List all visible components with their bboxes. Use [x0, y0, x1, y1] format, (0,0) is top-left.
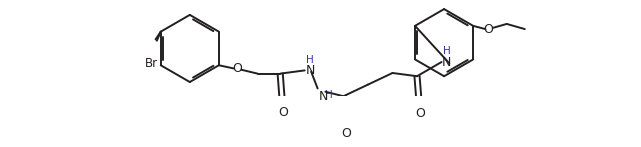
Text: O: O — [484, 23, 494, 36]
Text: H: H — [443, 46, 451, 56]
Text: N: N — [305, 64, 315, 77]
Text: O: O — [278, 106, 288, 119]
Text: O: O — [415, 107, 425, 120]
Text: O: O — [232, 62, 242, 75]
Text: N: N — [319, 90, 328, 103]
Text: Br: Br — [145, 57, 158, 70]
Text: O: O — [342, 127, 352, 140]
Text: H: H — [326, 90, 333, 100]
Text: N: N — [442, 56, 451, 69]
Text: H: H — [306, 55, 313, 65]
